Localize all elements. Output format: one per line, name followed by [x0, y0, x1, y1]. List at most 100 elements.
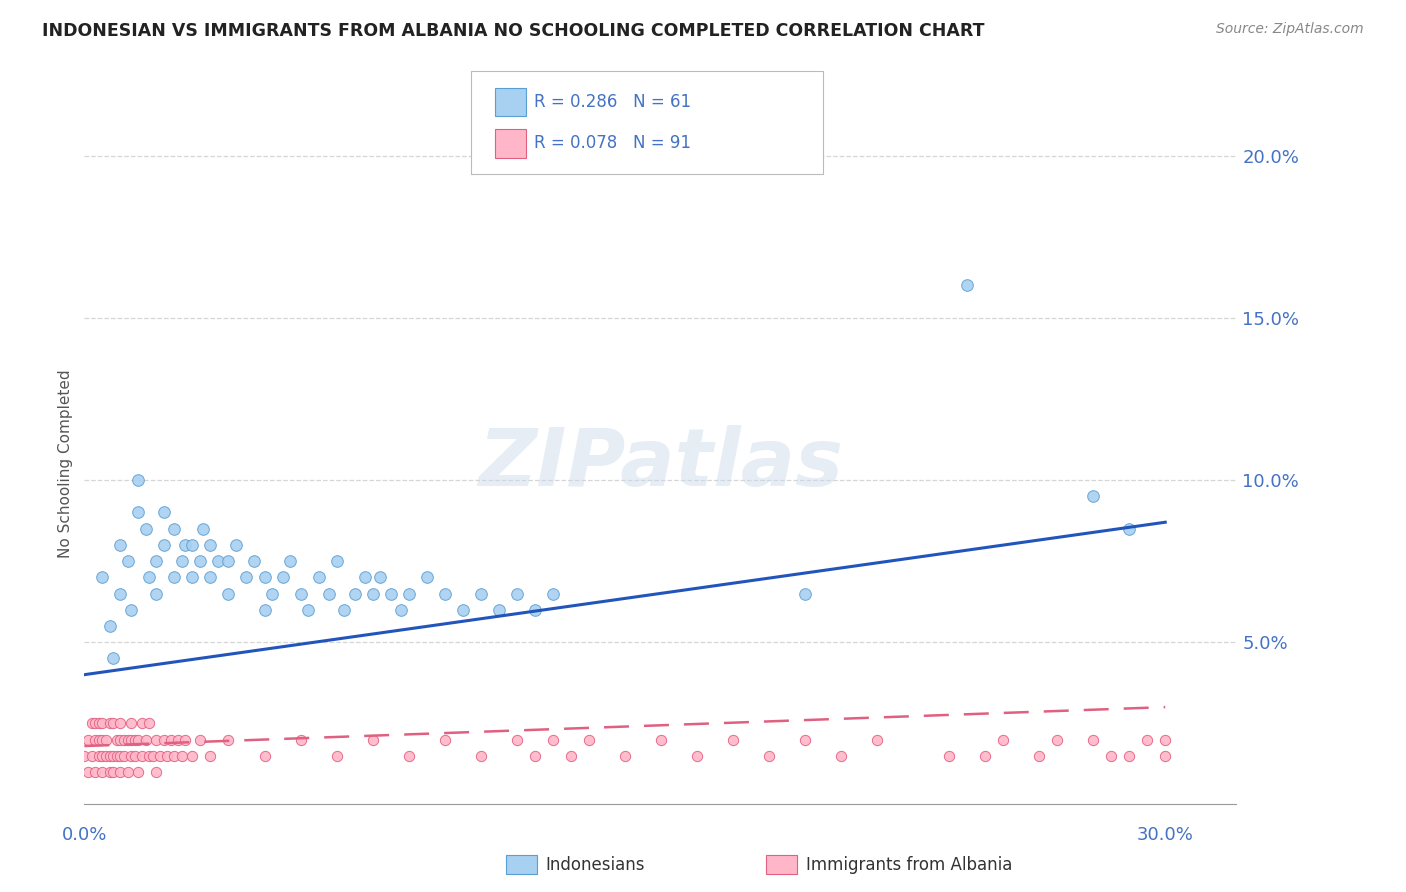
Point	[103, 651, 124, 665]
Point	[253, 603, 276, 617]
Point	[193, 522, 215, 536]
Point	[163, 522, 186, 536]
Point	[506, 586, 529, 600]
Point	[343, 586, 366, 600]
Point	[308, 570, 330, 584]
Point	[73, 748, 96, 763]
Point	[242, 554, 264, 568]
Point	[145, 554, 167, 568]
Point	[380, 586, 402, 600]
Point	[152, 506, 174, 520]
Point	[174, 538, 197, 552]
Point	[506, 732, 529, 747]
Point	[110, 732, 132, 747]
Point	[451, 603, 474, 617]
Point	[110, 716, 132, 731]
Point	[149, 748, 172, 763]
Point	[253, 570, 276, 584]
Point	[260, 586, 283, 600]
Point	[325, 748, 347, 763]
Point	[1154, 748, 1177, 763]
Point	[1099, 748, 1122, 763]
Point	[433, 586, 456, 600]
Point	[174, 732, 197, 747]
Point	[1136, 732, 1159, 747]
Point	[758, 748, 780, 763]
Point	[120, 748, 142, 763]
Point	[217, 554, 239, 568]
Point	[318, 586, 340, 600]
Point	[170, 748, 193, 763]
Point	[1046, 732, 1069, 747]
Point	[188, 732, 211, 747]
Point	[361, 586, 384, 600]
Point	[138, 716, 160, 731]
Point	[560, 748, 582, 763]
Point	[354, 570, 377, 584]
Text: Immigrants from Albania: Immigrants from Albania	[806, 856, 1012, 874]
Point	[124, 748, 146, 763]
Point	[1083, 489, 1105, 503]
Point	[793, 732, 815, 747]
Point	[389, 603, 413, 617]
Point	[98, 748, 121, 763]
Point	[433, 732, 456, 747]
Point	[974, 748, 997, 763]
Point	[217, 732, 239, 747]
Point	[127, 506, 149, 520]
Text: INDONESIAN VS IMMIGRANTS FROM ALBANIA NO SCHOOLING COMPLETED CORRELATION CHART: INDONESIAN VS IMMIGRANTS FROM ALBANIA NO…	[42, 22, 984, 40]
Point	[120, 732, 142, 747]
Point	[361, 732, 384, 747]
Point	[470, 748, 492, 763]
Point	[253, 748, 276, 763]
Point	[297, 603, 319, 617]
Point	[94, 732, 117, 747]
Point	[91, 748, 114, 763]
Point	[1154, 732, 1177, 747]
Point	[87, 748, 110, 763]
Point	[207, 554, 229, 568]
Point	[1028, 748, 1050, 763]
Point	[613, 748, 636, 763]
Point	[523, 603, 546, 617]
Point	[142, 748, 165, 763]
Point	[156, 748, 179, 763]
Point	[87, 716, 110, 731]
Point	[368, 570, 391, 584]
Point	[271, 570, 294, 584]
Point	[163, 570, 186, 584]
Point	[278, 554, 301, 568]
Point	[686, 748, 709, 763]
Point	[398, 586, 420, 600]
Point	[117, 732, 139, 747]
Point	[127, 764, 149, 779]
Text: R = 0.078   N = 91: R = 0.078 N = 91	[534, 135, 692, 153]
Point	[830, 748, 852, 763]
Point	[145, 732, 167, 747]
Point	[938, 748, 960, 763]
Point	[160, 732, 183, 747]
Point	[117, 554, 139, 568]
Point	[110, 764, 132, 779]
Point	[290, 732, 312, 747]
Point	[181, 748, 204, 763]
Point	[131, 748, 153, 763]
Point	[650, 732, 672, 747]
Point	[84, 732, 107, 747]
Point	[145, 586, 167, 600]
Point	[181, 538, 204, 552]
Point	[523, 748, 546, 763]
Point	[138, 570, 160, 584]
Point	[181, 570, 204, 584]
Point	[470, 586, 492, 600]
Y-axis label: No Schooling Completed: No Schooling Completed	[58, 369, 73, 558]
Point	[290, 586, 312, 600]
Point	[105, 748, 128, 763]
Point	[103, 716, 124, 731]
Point	[84, 716, 107, 731]
Point	[488, 603, 510, 617]
Point	[98, 619, 121, 633]
Point	[80, 748, 103, 763]
Point	[415, 570, 437, 584]
Point	[167, 732, 190, 747]
